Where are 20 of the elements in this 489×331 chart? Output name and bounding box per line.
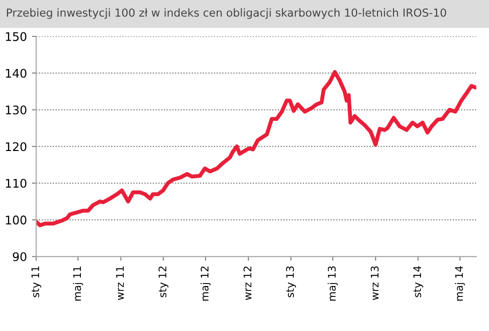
x-tick-label: maj 11 — [72, 266, 84, 301]
y-tick-label: 110 — [6, 178, 26, 188]
y-tick-label: 100 — [6, 216, 26, 224]
y-tick-label: 90 — [12, 252, 26, 262]
x-tick-label: wrz 13 — [370, 266, 379, 300]
x-tick-label: maj 12 — [200, 266, 211, 301]
x-tick-label: sty 14 — [413, 266, 424, 298]
y-tick-label: 150 — [6, 32, 26, 42]
x-tick-label: wrz 11 — [116, 266, 124, 300]
x-tick-label: wrz 12 — [244, 266, 252, 300]
x-tick-label: sty 13 — [286, 266, 296, 298]
chart-title: Przebieg inwestycji 100 zł w indeks cen obligacji skarbowych 10-letnich IROS-10 — [6, 8, 446, 19]
x-tick-label: sty 12 — [158, 266, 168, 298]
y-tick-label: 120 — [6, 142, 26, 152]
x-tick-label: maj 14 — [454, 266, 465, 301]
x-tick-label: sty 11 — [31, 266, 42, 298]
x-tick-label: maj 13 — [328, 266, 338, 301]
y-tick-label: 130 — [6, 106, 26, 114]
line-series — [36, 70, 476, 228]
y-tick-label: 140 — [6, 68, 26, 78]
